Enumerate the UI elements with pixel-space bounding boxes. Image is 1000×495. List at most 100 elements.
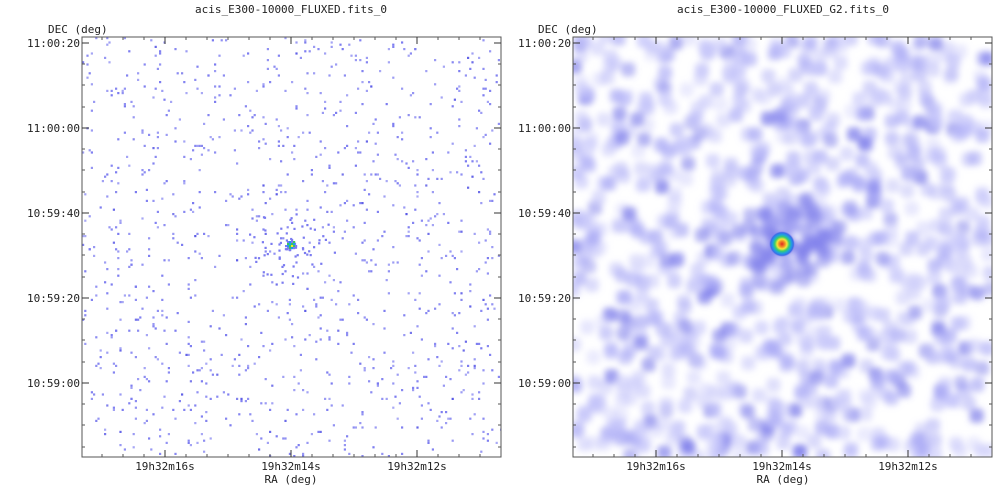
- photon-pixel: [489, 50, 492, 53]
- photon-pixel: [449, 378, 452, 381]
- photon-pixel: [106, 37, 109, 40]
- emission-blob: [879, 198, 894, 213]
- photon-pixel: [372, 367, 375, 370]
- emission-blob: [622, 206, 637, 221]
- photon-pixel: [262, 116, 265, 119]
- photon-pixel: [372, 160, 375, 163]
- photon-pixel: [216, 395, 219, 398]
- photon-pixel: [460, 219, 463, 222]
- photon-pixel: [478, 109, 481, 112]
- photon-pixel: [491, 303, 494, 306]
- photon-pixel: [319, 314, 322, 317]
- emission-blob: [833, 55, 848, 70]
- emission-blob: [900, 166, 915, 181]
- emission-blob: [780, 354, 795, 369]
- photon-pixel: [482, 430, 485, 433]
- emission-blob: [903, 329, 917, 344]
- emission-blob: [770, 164, 785, 178]
- photon-pixel: [143, 171, 146, 174]
- emission-blob: [900, 134, 915, 149]
- emission-blob: [934, 330, 949, 344]
- photon-pixel: [462, 349, 465, 352]
- photon-pixel: [337, 151, 340, 154]
- emission-blob: [580, 320, 595, 335]
- emission-blob: [930, 115, 945, 130]
- photon-pixel: [275, 303, 278, 306]
- photon-pixel: [438, 243, 441, 246]
- photon-pixel: [363, 367, 366, 370]
- emission-blob: [891, 328, 906, 342]
- photon-pixel: [295, 208, 298, 211]
- photon-pixel: [156, 147, 159, 150]
- emission-blob: [909, 56, 923, 71]
- photon-pixel: [247, 188, 250, 191]
- photon-pixel: [456, 331, 459, 334]
- emission-blob: [792, 444, 807, 457]
- photon-pixel: [495, 81, 498, 84]
- photon-pixel: [343, 448, 346, 451]
- photon-pixel: [306, 199, 309, 202]
- photon-pixel: [189, 296, 192, 299]
- photon-pixel: [376, 384, 379, 387]
- photon-pixel: [326, 210, 329, 213]
- photon-pixel: [119, 349, 122, 352]
- photon-pixel: [277, 184, 280, 187]
- photon-pixel: [95, 336, 98, 339]
- photon-pixel: [381, 235, 384, 238]
- photon-pixel: [385, 180, 388, 183]
- photon-pixel: [156, 358, 159, 361]
- photon-pixel: [165, 441, 168, 444]
- photon-pixel: [350, 54, 353, 57]
- photon-pixel: [321, 296, 324, 299]
- photon-pixel: [262, 228, 265, 231]
- photon-pixel: [297, 444, 300, 447]
- photon-pixel: [306, 208, 309, 211]
- photon-pixel: [214, 265, 217, 268]
- photon-pixel: [262, 184, 265, 187]
- emission-blob: [757, 91, 772, 105]
- photon-pixel: [330, 298, 333, 301]
- photon-pixel: [394, 153, 397, 156]
- photon-pixel: [317, 430, 320, 433]
- emission-blob: [741, 299, 756, 314]
- photon-pixel: [152, 162, 155, 165]
- photon-pixel: [258, 147, 261, 150]
- emission-blob: [899, 241, 914, 256]
- photon-pixel: [187, 257, 190, 260]
- photon-pixel: [203, 450, 206, 453]
- photon-pixel: [183, 408, 186, 411]
- photon-pixel: [117, 250, 120, 253]
- photon-pixel: [379, 70, 382, 73]
- emission-blob: [805, 63, 820, 78]
- photon-pixel: [447, 151, 450, 154]
- photon-pixel: [407, 367, 410, 370]
- photon-pixel: [209, 358, 212, 361]
- photon-pixel: [425, 158, 428, 161]
- photon-pixel: [106, 307, 109, 310]
- emission-blob: [798, 240, 813, 255]
- photon-pixel: [480, 450, 483, 453]
- emission-blob: [680, 341, 695, 356]
- emission-blob: [922, 342, 937, 357]
- photon-pixel: [257, 257, 261, 260]
- photon-pixel: [440, 426, 443, 429]
- photon-pixel: [469, 290, 472, 293]
- photon-pixel: [84, 235, 87, 238]
- photon-pixel: [363, 316, 366, 319]
- emission-blob: [806, 394, 821, 409]
- emission-blob: [769, 280, 784, 295]
- photon-pixel: [128, 294, 131, 297]
- emission-blob: [682, 37, 697, 46]
- photon-pixel: [478, 268, 481, 271]
- photon-pixel: [130, 397, 133, 400]
- emission-blob: [731, 224, 746, 238]
- emission-blob: [586, 230, 601, 245]
- photon-pixel: [365, 56, 368, 59]
- emission-blob: [905, 231, 920, 246]
- x-tick-label: 19h32m12s: [878, 460, 938, 473]
- emission-blob: [657, 445, 672, 457]
- photon-pixel: [451, 439, 454, 442]
- photon-pixel: [341, 48, 344, 51]
- emission-blob: [927, 270, 942, 285]
- photon-pixel: [328, 338, 331, 341]
